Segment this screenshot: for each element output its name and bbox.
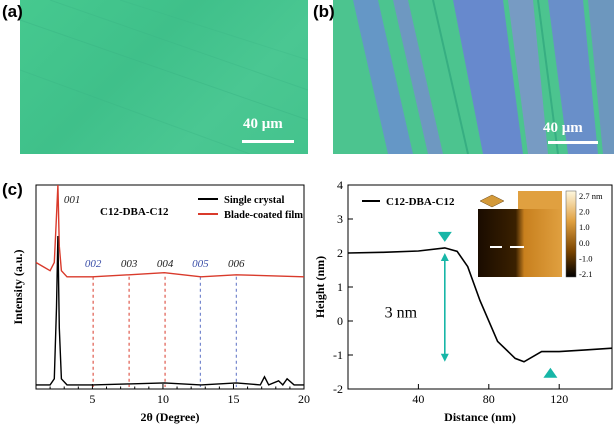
legend-label: Blade-coated film bbox=[224, 210, 303, 221]
colorbar bbox=[565, 190, 577, 278]
height-profile-line bbox=[347, 247, 613, 363]
series-line bbox=[36, 235, 304, 386]
y-tick-label: -1 bbox=[333, 348, 343, 362]
y-tick-label: 1 bbox=[337, 280, 343, 294]
panel-label-a: (a) bbox=[2, 2, 23, 21]
marker-down-triangle bbox=[437, 231, 452, 242]
xrd-chart: 5 10 15 20 2θ (Degree) Intensity (a.u.) 001 00… bbox=[11, 184, 310, 424]
peak-label: 005 bbox=[192, 258, 209, 270]
colorbar-tick-label: 0.0 bbox=[579, 238, 590, 248]
y-tick-label: 2 bbox=[337, 246, 343, 260]
x-tick-label: 5 bbox=[89, 392, 95, 406]
x-tick-label: 15 bbox=[227, 392, 239, 406]
peak-label: 003 bbox=[121, 258, 138, 270]
y-tick-label: 3 bbox=[337, 212, 343, 226]
panel-label-b: (b) bbox=[313, 2, 335, 21]
peak-label: 004 bbox=[157, 258, 174, 270]
x-axis-label: Distance (nm) bbox=[444, 410, 516, 424]
x-tick-label: 10 bbox=[157, 392, 169, 406]
x-tick-label: 40 bbox=[412, 392, 424, 406]
colorbar-tick-label: 2.7 nm bbox=[579, 191, 603, 201]
y-tick-label: 4 bbox=[337, 178, 343, 192]
colorbar-tick-label: 2.0 bbox=[579, 207, 590, 217]
y-axis-label: Height (nm) bbox=[313, 256, 327, 318]
panel-label-c: (c) bbox=[2, 180, 23, 199]
micrograph-b: 40 μm bbox=[333, 0, 614, 154]
micrograph-a-texture bbox=[20, 0, 308, 154]
colorbar-tick-label: -2.1 bbox=[579, 269, 592, 279]
peak-label: 002 bbox=[85, 258, 102, 270]
y-axis-label: Intensity (a.u.) bbox=[11, 249, 25, 324]
micrograph-a: 40 μm bbox=[20, 0, 308, 154]
x-tick-label: 120 bbox=[550, 392, 568, 406]
height-profile-chart: 40 80 120 -2 -1 0 1 2 3 4 Distance (nm) Height (nm)… bbox=[313, 178, 613, 424]
afm-3d-thumbnail bbox=[479, 194, 505, 208]
colorbar-tick-label: -1.0 bbox=[579, 253, 592, 263]
height-annotation: 3 nm bbox=[385, 305, 418, 322]
micrograph-b-texture bbox=[353, 0, 614, 154]
height-arrow-head-top bbox=[440, 253, 449, 261]
colorbar-tick-label: 1.0 bbox=[579, 222, 590, 232]
height-arrow-head-bottom bbox=[440, 353, 449, 362]
legend-label: Single crystal bbox=[224, 195, 284, 206]
y-tick-label: -2 bbox=[333, 382, 343, 396]
marker-up-triangle bbox=[543, 367, 558, 378]
plot-frame bbox=[35, 184, 305, 390]
series-line bbox=[35, 184, 305, 278]
y-tick-label: 0 bbox=[337, 314, 343, 328]
legend-label: C12-DBA-C12 bbox=[386, 196, 455, 208]
peak-label: 006 bbox=[228, 258, 245, 270]
x-tick-label: 80 bbox=[483, 392, 495, 406]
x-tick-label: 20 bbox=[298, 392, 310, 406]
scalebar-a-label: 40 μm bbox=[243, 116, 283, 132]
chart-title: C12-DBA-C12 bbox=[100, 206, 169, 218]
scalebar-b-label: 40 μm bbox=[543, 120, 583, 136]
x-axis-label: 2θ (Degree) bbox=[140, 410, 199, 424]
afm-inset-image bbox=[478, 209, 562, 277]
scalebar-b bbox=[548, 141, 598, 144]
afm-inset-image-top bbox=[518, 191, 562, 209]
scalebar-a bbox=[242, 140, 294, 143]
peak-label: 001 bbox=[64, 194, 81, 206]
